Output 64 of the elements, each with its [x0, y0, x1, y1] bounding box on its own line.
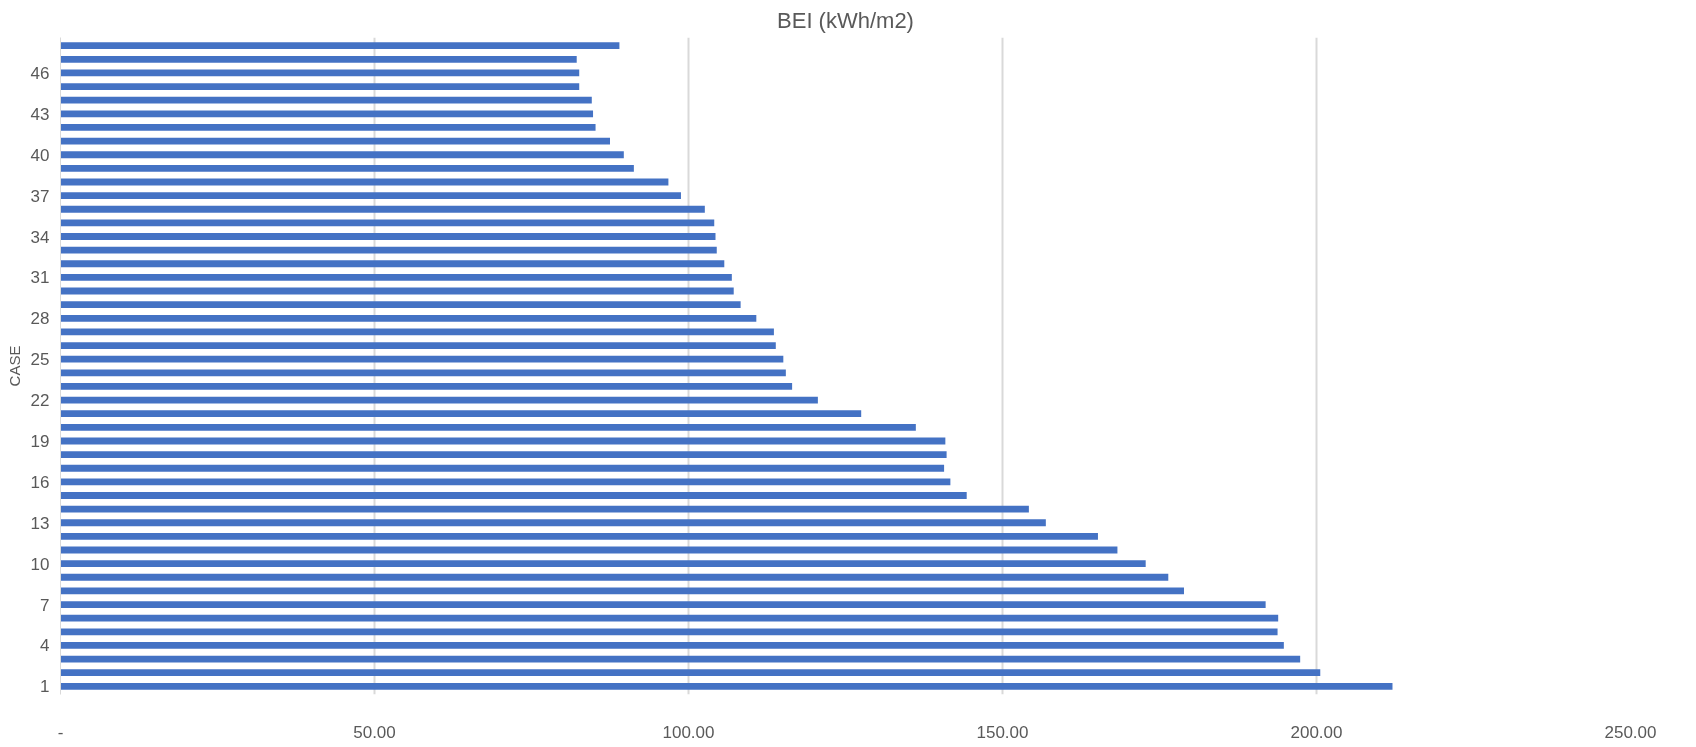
bar — [60, 478, 951, 486]
bar — [60, 410, 862, 418]
y-tick-label: 13 — [30, 513, 50, 533]
bar — [60, 301, 741, 309]
bar — [60, 560, 1146, 568]
x-tick-label: 200.00 — [1290, 722, 1343, 742]
bar — [60, 260, 725, 268]
bar — [60, 532, 1098, 540]
bar — [60, 246, 717, 254]
bar — [60, 96, 592, 104]
y-tick-label: 28 — [30, 309, 50, 329]
bar — [60, 110, 594, 118]
y-tick-label: 40 — [30, 145, 50, 165]
y-tick-label: 43 — [30, 104, 50, 124]
bar — [60, 192, 681, 200]
y-tick-label: 19 — [30, 431, 50, 451]
bar — [60, 628, 1278, 636]
bar — [60, 369, 786, 377]
bar — [60, 451, 947, 459]
bar — [60, 342, 776, 349]
bar — [60, 233, 716, 240]
bar — [60, 587, 1184, 595]
bar — [60, 642, 1284, 649]
y-tick-label: 34 — [30, 227, 50, 247]
bar — [60, 423, 916, 431]
y-tick-label: 7 — [40, 595, 50, 615]
chart-title: BEI (kWh/m2) — [777, 7, 914, 33]
bar — [60, 42, 620, 50]
y-tick-label: 37 — [30, 186, 50, 206]
bar — [60, 137, 610, 145]
bar — [60, 669, 1321, 677]
bar — [60, 601, 1266, 608]
y-axis-title: CASE — [5, 345, 23, 387]
x-tick-label: 50.00 — [353, 722, 396, 742]
bar — [60, 151, 624, 159]
x-tick-label: - — [57, 722, 64, 742]
bar — [60, 383, 793, 390]
y-tick-label: 4 — [40, 636, 50, 656]
bar — [60, 492, 967, 499]
bar — [60, 314, 757, 322]
y-tick-label: 25 — [30, 350, 50, 370]
x-tick-label: 150.00 — [976, 722, 1029, 742]
y-tick-label: 16 — [30, 472, 50, 492]
bar — [60, 573, 1169, 581]
y-tick-label: 1 — [40, 677, 50, 697]
bar — [60, 355, 784, 363]
bar — [60, 273, 732, 281]
x-tick-label: 250.00 — [1604, 722, 1657, 742]
bar — [60, 205, 705, 213]
y-tick-label: 31 — [30, 268, 50, 288]
bar — [60, 219, 715, 227]
bar — [60, 464, 945, 472]
y-tick-label: 10 — [30, 554, 50, 574]
y-tick-label: 22 — [30, 391, 50, 411]
bar — [60, 682, 1393, 690]
bar — [60, 124, 596, 131]
bar — [60, 519, 1046, 527]
y-tick-label: 46 — [30, 63, 50, 83]
x-tick-label: 100.00 — [662, 722, 715, 742]
bar — [60, 55, 577, 63]
bar — [60, 505, 1029, 513]
bar — [60, 614, 1279, 622]
bar — [60, 83, 580, 90]
bar — [60, 164, 634, 172]
